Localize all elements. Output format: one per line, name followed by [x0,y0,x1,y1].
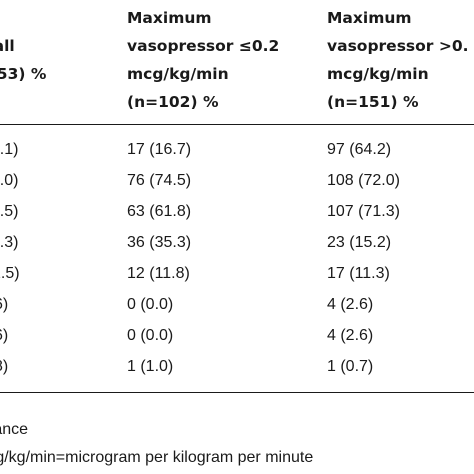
cell-high: 107 (71.3) [327,203,400,220]
header-divider [0,124,474,125]
header-line: Maximum [127,9,212,27]
header-line: (n=151) % [327,93,419,111]
cell-overall: 1.5) [0,265,20,282]
cell-low: 63 (61.8) [127,203,192,220]
cell-high: 17 (11.3) [327,265,390,282]
cell-low: 1 (1.0) [127,358,174,375]
header-line: vasopressor >0. [327,37,469,55]
cell-high: 1 (0.7) [327,358,374,375]
table-row: 6) 0 (0.0) 4 (2.6) [0,290,474,320]
table-row: 6) 0 (0.0) 4 (2.6) [0,321,474,351]
header-line: Maximum [327,9,412,27]
cell-high: 23 (15.2) [327,234,392,251]
header-max-vaso-low: Maximum vasopressor ≤0.2 mcg/kg/min (n=1… [127,4,279,116]
footnote-significance: gnificance [0,421,29,438]
cell-low: 17 (16.7) [127,141,192,158]
table-row: 23.3) 36 (35.3) 23 (15.2) [0,228,474,258]
cell-overall: 73.0) [0,172,19,189]
header-line: mcg/kg/min [327,65,429,83]
header-line [0,4,46,32]
header-max-vaso-high: Maximum vasopressor >0. mcg/kg/min (n=15… [327,4,469,116]
cell-overall: 8) [0,358,9,375]
cell-overall: 23.3) [0,234,19,251]
header-line: (n=102) % [127,93,219,111]
cell-low: 0 (0.0) [127,327,174,344]
cell-overall: 6) [0,327,9,344]
cell-overall: 67.5) [0,203,19,220]
header-line: vasopressor ≤0.2 [127,37,280,55]
cell-low: 12 (11.8) [127,265,190,282]
header-overall: rall 253) % [0,4,46,88]
header-line: mcg/kg/min [127,65,229,83]
cell-high: 97 (64.2) [327,141,392,158]
cell-low: 76 (74.5) [127,172,192,189]
table-row: 67.5) 63 (61.8) 107 (71.3) [0,197,474,227]
table-row: 1.5) 12 (11.8) 17 (11.3) [0,259,474,289]
cell-high: 4 (2.6) [327,296,374,313]
header-line: rall [0,37,15,55]
table-row: 8) 1 (1.0) 1 (0.7) [0,352,474,382]
cell-high: 4 (2.6) [327,327,374,344]
table-bottom-rule [0,392,474,393]
table-row: 73.0) 76 (74.5) 108 (72.0) [0,166,474,196]
footnote-units: mcg/kg/min=microgram per kilogram per mi… [0,449,314,466]
cell-low: 0 (0.0) [127,296,174,313]
cell-low: 36 (35.3) [127,234,192,251]
header-line: 253) % [0,65,47,83]
cell-overall: 45.1) [0,141,19,158]
table-row: 45.1) 17 (16.7) 97 (64.2) [0,135,474,165]
cell-overall: 6) [0,296,9,313]
cell-high: 108 (72.0) [327,172,400,189]
